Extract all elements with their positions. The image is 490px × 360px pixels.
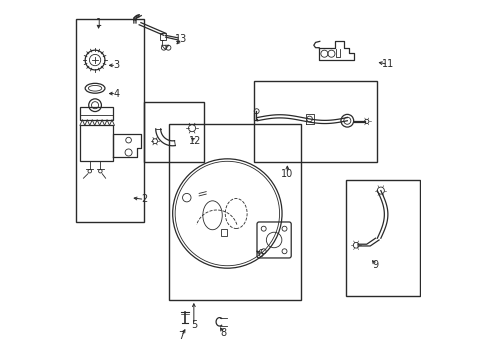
- Text: 7: 7: [178, 331, 185, 341]
- Bar: [254, 81, 377, 162]
- Text: 6: 6: [258, 249, 264, 259]
- Bar: [75, 19, 145, 222]
- Text: 3: 3: [113, 60, 119, 70]
- Text: 13: 13: [175, 34, 188, 44]
- Text: 8: 8: [221, 328, 227, 338]
- Bar: [169, 123, 301, 300]
- Text: 5: 5: [191, 320, 197, 330]
- Text: 4: 4: [113, 89, 119, 99]
- Bar: [80, 125, 113, 161]
- Text: 12: 12: [190, 136, 202, 146]
- Text: 2: 2: [141, 194, 147, 204]
- Text: 1: 1: [96, 18, 101, 28]
- Bar: [345, 180, 419, 296]
- Text: 11: 11: [382, 59, 394, 69]
- Text: 9: 9: [372, 260, 379, 270]
- Text: 10: 10: [281, 168, 294, 179]
- Bar: [80, 107, 113, 120]
- Bar: [145, 102, 204, 162]
- Bar: [221, 229, 227, 237]
